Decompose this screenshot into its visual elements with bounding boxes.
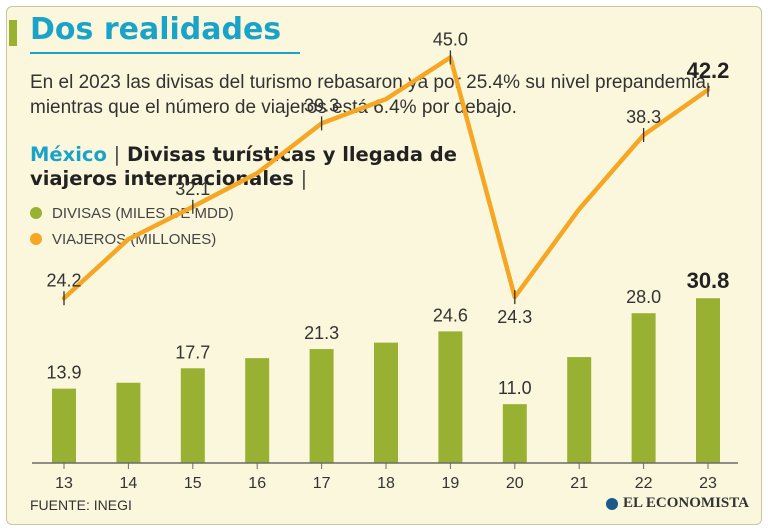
x-tick-label-17: 17 bbox=[313, 475, 331, 492]
line-label-19: 45.0 bbox=[433, 29, 468, 49]
bar-23 bbox=[696, 298, 720, 463]
bar-22 bbox=[631, 313, 656, 463]
bar-label-15: 17.7 bbox=[175, 342, 210, 362]
bar-label-17: 21.3 bbox=[304, 323, 339, 343]
x-tick-label-15: 15 bbox=[184, 475, 202, 492]
line-label-15: 32.1 bbox=[175, 179, 210, 199]
chart-title-text: Divisas turísticas y llegada de viajeros… bbox=[30, 143, 457, 190]
bar-20 bbox=[502, 404, 527, 463]
title-underline bbox=[30, 52, 300, 54]
x-tick-label-23: 23 bbox=[699, 475, 717, 492]
brand: EL ECONOMISTA bbox=[606, 495, 749, 512]
x-tick-label-21: 21 bbox=[570, 475, 588, 492]
x-tick-label-19: 19 bbox=[442, 475, 460, 492]
chart-title-end: | bbox=[300, 167, 308, 190]
line-label-22: 38.3 bbox=[626, 107, 661, 127]
bar-label-23: 30.8 bbox=[687, 268, 730, 293]
x-tick-label-22: 22 bbox=[635, 475, 653, 492]
bar-label-20: 11.0 bbox=[498, 378, 532, 398]
legend-swatch-divisas bbox=[30, 207, 42, 219]
x-tick-label-16: 16 bbox=[248, 475, 266, 492]
page-title: Dos realidades bbox=[30, 12, 282, 47]
x-tick-label-20: 20 bbox=[506, 475, 524, 492]
source-note: FUENTE: INEGI bbox=[30, 497, 132, 513]
title-accent-bar bbox=[9, 20, 17, 46]
chart-title-separator: | bbox=[113, 143, 121, 166]
bar-label-22: 28.0 bbox=[626, 287, 661, 307]
bar-label-13: 13.9 bbox=[46, 363, 81, 383]
bar-19 bbox=[438, 331, 463, 463]
bar-13 bbox=[52, 388, 76, 463]
legend-swatch-viajeros bbox=[30, 233, 42, 245]
chart-title: México | Divisas turísticas y llegada de… bbox=[30, 143, 470, 191]
bar-15 bbox=[180, 368, 205, 463]
brand-logo-icon bbox=[606, 497, 618, 510]
line-label-20: 24.3 bbox=[497, 307, 532, 327]
bar-21 bbox=[567, 357, 592, 463]
line-label-13: 24.2 bbox=[46, 270, 81, 290]
x-tick-label-13: 13 bbox=[55, 475, 73, 492]
bar-14 bbox=[116, 382, 141, 463]
subtitle: En el 2023 las divisas del turismo rebas… bbox=[30, 72, 712, 118]
brand-name: EL ECONOMISTA bbox=[623, 495, 749, 511]
legend-label-viajeros: VIAJEROS (MILLONES) bbox=[52, 230, 217, 248]
line-viajeros bbox=[61, 55, 711, 301]
bar-17 bbox=[309, 349, 334, 463]
line-label-17: 39.3 bbox=[304, 95, 339, 115]
legend-item-viajeros: VIAJEROS (MILLONES) bbox=[30, 226, 234, 252]
x-tick-label-14: 14 bbox=[120, 475, 138, 492]
x-tick-label-18: 18 bbox=[377, 475, 395, 492]
bar-label-19: 24.6 bbox=[433, 305, 468, 325]
chart-title-place: México bbox=[30, 143, 107, 166]
line-label-23: 42.2 bbox=[687, 58, 730, 83]
bar-18 bbox=[374, 342, 398, 463]
bar-16 bbox=[245, 358, 270, 463]
